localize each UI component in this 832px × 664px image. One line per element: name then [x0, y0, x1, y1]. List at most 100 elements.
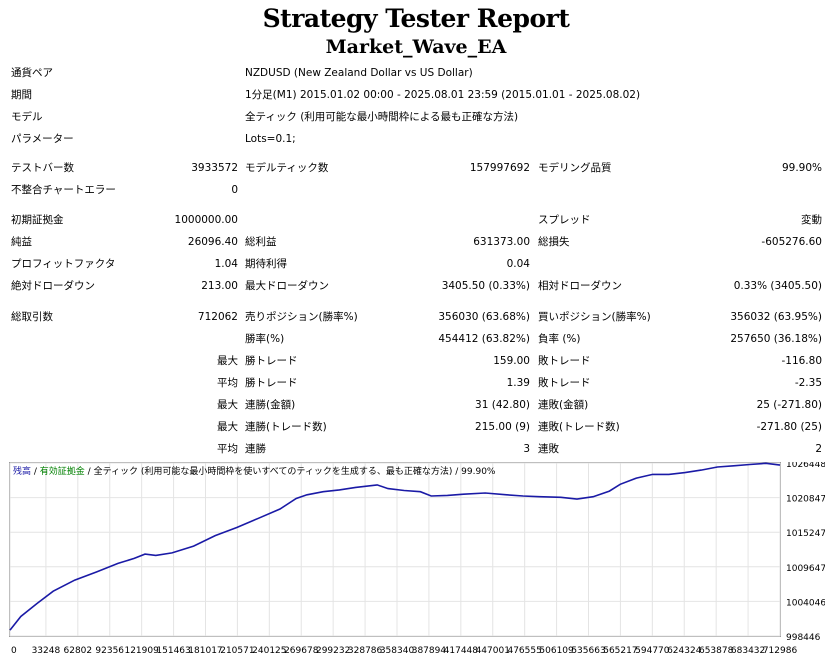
max-consecutive-loss-label: 連敗(トレード数) — [538, 421, 620, 433]
absolute-drawdown-label: 絶対ドローダウン — [11, 280, 95, 292]
y-tick-label: 1009647 — [786, 564, 825, 574]
max-consecutive-wins-value: 31 (42.80) — [475, 399, 530, 411]
x-tick-label: 506109 — [539, 646, 574, 656]
x-tick-label: 624324 — [667, 646, 702, 656]
maximal-drawdown-value: 3405.50 (0.33%) — [441, 280, 530, 292]
absolute-drawdown-value: 213.00 — [201, 280, 238, 292]
largest-profit-label: 勝トレード — [245, 355, 298, 367]
max-consecutive-losses-label: 連敗(金額) — [538, 399, 589, 411]
x-tick-label: 299232 — [316, 646, 350, 656]
x-tick-label: 121909 — [124, 646, 159, 656]
x-axis-labels: 0 33248 62802 92356 121909151463181017210571… — [11, 646, 797, 656]
x-tick-label: 565217 — [603, 646, 637, 656]
x-tick-label: 240125 — [252, 646, 286, 656]
x-tick-label: 594770 — [635, 646, 670, 656]
gross-profit-label: 総利益 — [245, 236, 277, 248]
legend-separator: / — [85, 467, 94, 477]
profit-factor-label: プロフィットファクタ — [11, 258, 116, 270]
legend-balance: 残高 — [13, 465, 31, 477]
long-positions-value: 356032 (63.95%) — [730, 311, 822, 323]
loss-trades-value: 257650 (36.18%) — [730, 333, 822, 345]
x-tick-label: 269678 — [284, 646, 319, 656]
period-label: 期間 — [11, 89, 32, 101]
x-tick-label: 683432 — [731, 646, 765, 656]
model-label: モデル — [11, 111, 43, 123]
x-tick-label: 417448 — [444, 646, 479, 656]
total-trades-label: 総取引数 — [11, 311, 53, 323]
y-tick-label: 1026448 — [786, 462, 825, 470]
total-trades-value: 712062 — [197, 311, 238, 323]
x-tick-label: 476555 — [507, 646, 541, 656]
spread-label: スプレッド — [538, 214, 591, 226]
legend-equity: 有効証拠金 — [40, 465, 85, 477]
legend-model: 全ティック (利用可能な最小時間枠を使いすべてのティックを生成する、最も正確な方… — [94, 465, 453, 477]
profit-trades-label: 勝率(%) — [245, 333, 285, 345]
legend-separator: / — [452, 467, 461, 477]
largest-profit-value: 159.00 — [493, 355, 530, 367]
short-positions-label: 売りポジション(勝率%) — [245, 311, 358, 323]
maximal-drawdown-label: 最大ドローダウン — [245, 280, 329, 292]
gross-loss-label: 総損失 — [538, 236, 570, 248]
quality-value: 99.90% — [781, 162, 822, 174]
long-positions-label: 買いポジション(勝率%) — [538, 311, 651, 323]
average-label: 平均 — [217, 377, 238, 389]
net-profit-value: 26096.40 — [187, 236, 238, 248]
x-tick-label: 447001 — [476, 646, 510, 656]
period-value: 1分足(M1) 2015.01.02 00:00 - 2025.08.01 23… — [245, 89, 641, 101]
x-tick-label: 535663 — [571, 646, 605, 656]
y-tick-label: 1020847 — [786, 495, 825, 505]
x-tick-label: 358340 — [380, 646, 415, 656]
spread-value: 変動 — [801, 214, 822, 226]
largest-loss-label: 敗トレード — [538, 355, 591, 367]
bars-label: テストバー数 — [11, 162, 74, 174]
ticks-value: 157997692 — [469, 162, 530, 174]
balance-line — [9, 462, 781, 631]
x-tick-label: 181017 — [188, 646, 222, 656]
largest-label: 最大 — [217, 355, 238, 367]
y-axis-labels: 998446 1004046 1009647 1015247 1020847 102644… — [786, 462, 825, 643]
relative-drawdown-value: 0.33% (3405.50) — [733, 280, 822, 292]
profit-trades-value: 454412 (63.82%) — [438, 333, 530, 345]
average-profit-label: 勝トレード — [245, 377, 298, 389]
profit-factor-value: 1.04 — [214, 258, 238, 270]
quality-label: モデリング品質 — [538, 162, 612, 174]
average-consecutive-label: 平均 — [217, 443, 238, 455]
x-tick-label: 210571 — [220, 646, 254, 656]
average-profit-value: 1.39 — [506, 377, 530, 389]
average-consecutive-wins-value: 3 — [523, 443, 530, 455]
y-tick-label: 1015247 — [786, 529, 825, 539]
x-tick-label: 62802 — [64, 646, 93, 656]
parameters-label: パラメーター — [11, 133, 74, 145]
chart-grid — [9, 462, 781, 637]
x-tick-label: 712986 — [763, 646, 798, 656]
mismatch-label: 不整合チャートエラー — [11, 184, 116, 196]
bars-value: 3933572 — [191, 162, 238, 174]
average-loss-value: -2.35 — [794, 377, 822, 389]
expected-payoff-value: 0.04 — [506, 258, 530, 270]
largest-loss-value: -116.80 — [781, 355, 822, 367]
expert-name: Market_Wave_EA — [325, 36, 507, 58]
deposit-label: 初期証拠金 — [11, 214, 64, 226]
expected-payoff-label: 期待利得 — [245, 258, 287, 270]
max-consecutive-losses-value: 25 (-271.80) — [756, 399, 822, 411]
x-tick-label: 387894 — [412, 646, 447, 656]
symbol-label: 通貨ペア — [11, 67, 53, 79]
gross-profit-value: 631373.00 — [473, 236, 530, 248]
max-consecutive-loss-value: -271.80 (25) — [756, 421, 822, 433]
x-tick-label: 151463 — [156, 646, 190, 656]
net-profit-label: 純益 — [11, 236, 32, 248]
parameters-value: Lots=0.1; — [245, 133, 296, 145]
symbol-value: NZDUSD (New Zealand Dollar vs US Dollar) — [245, 67, 473, 79]
x-tick-label: 0 — [11, 646, 17, 656]
x-tick-label: 653878 — [699, 646, 734, 656]
ticks-label: モデルティック数 — [245, 162, 329, 174]
gross-loss-value: -605276.60 — [761, 236, 822, 248]
x-tick-label: 328786 — [348, 646, 383, 656]
average-consecutive-losses-value: 2 — [815, 443, 822, 455]
max-consecutive-profit-label: 連勝(トレード数) — [245, 421, 327, 433]
x-tick-label: 92356 — [95, 646, 124, 656]
average-consecutive-wins-label: 連勝 — [245, 443, 266, 455]
relative-drawdown-label: 相対ドローダウン — [538, 280, 622, 292]
max-consecutive-profit-value: 215.00 (9) — [475, 421, 530, 433]
x-tick-label: 33248 — [32, 646, 61, 656]
